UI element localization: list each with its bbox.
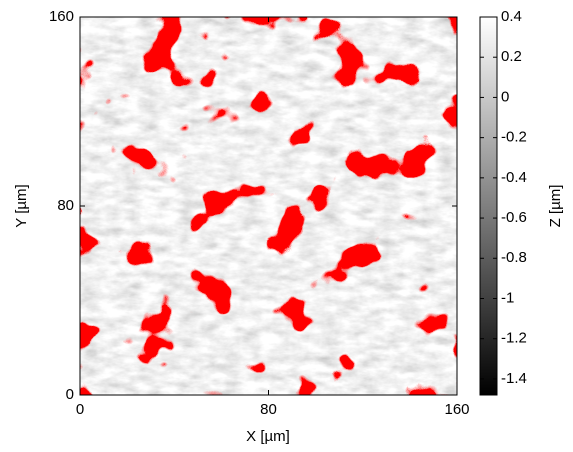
y-tick-label: 160 xyxy=(49,8,74,25)
y-tick-label: 0 xyxy=(66,386,74,403)
colorbar-tick-label: -0.8 xyxy=(501,249,527,266)
colorbar-frame xyxy=(479,16,498,396)
colorbar-tick-label: -0.6 xyxy=(501,209,527,226)
x-axis-label: X [µm] xyxy=(246,428,290,445)
colorbar-tick-label: -1.4 xyxy=(501,370,527,387)
colorbar-tick-label: -0.2 xyxy=(501,129,527,146)
x-tick-label: 0 xyxy=(76,401,84,418)
x-tick-label: 160 xyxy=(444,401,469,418)
colorbar xyxy=(480,17,497,395)
colorbar-tick-label: 0.2 xyxy=(501,48,522,65)
colorbar-tick-label: -1 xyxy=(501,289,514,306)
colorbar-label: Z [µm] xyxy=(547,185,564,228)
colorbar-tick-label: 0 xyxy=(501,88,509,105)
surface-image xyxy=(80,17,457,395)
colorbar-tick-label: -0.4 xyxy=(501,169,527,186)
x-tick-label: 80 xyxy=(260,401,277,418)
y-axis-label: Y [µm] xyxy=(13,184,30,227)
colorbar-tick-label: 0.4 xyxy=(501,8,522,25)
colorbar-tick-label: -1.2 xyxy=(501,330,527,347)
y-tick-label: 80 xyxy=(57,197,74,214)
